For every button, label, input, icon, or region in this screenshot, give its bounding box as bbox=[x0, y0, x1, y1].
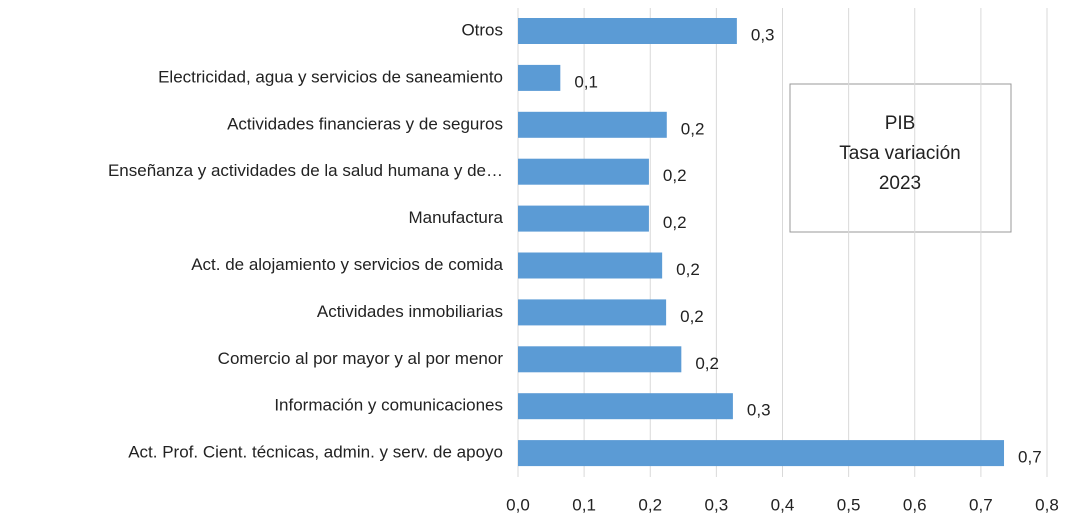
y-tick-label: Actividades financieras y de seguros bbox=[227, 114, 503, 133]
x-tick-label: 0,0 bbox=[506, 495, 530, 514]
bar bbox=[518, 346, 682, 373]
x-tick-label: 0,1 bbox=[572, 495, 596, 514]
data-label: 0,2 bbox=[695, 354, 719, 373]
data-label: 0,3 bbox=[747, 401, 771, 420]
data-label: 0,7 bbox=[1018, 448, 1042, 467]
y-tick-label: Enseñanza y actividades de la salud huma… bbox=[108, 161, 503, 180]
bar bbox=[518, 64, 561, 91]
bar bbox=[518, 252, 663, 279]
data-label: 0,2 bbox=[676, 260, 700, 279]
annotation: 2023 bbox=[879, 173, 921, 194]
x-tick-label: 0,6 bbox=[903, 495, 927, 514]
annotation: Tasa variación bbox=[839, 143, 960, 164]
data-label: 0,1 bbox=[574, 72, 598, 91]
bar bbox=[518, 111, 667, 138]
x-tick-label: 0,7 bbox=[969, 495, 993, 514]
x-tick-label: 0,4 bbox=[771, 495, 795, 514]
bar bbox=[518, 158, 649, 185]
annotation: PIB bbox=[885, 113, 916, 134]
bar bbox=[518, 393, 733, 420]
y-tick-label: Act. Prof. Cient. técnicas, admin. y ser… bbox=[128, 443, 503, 462]
data-label: 0,2 bbox=[663, 166, 687, 185]
y-tick-label: Act. de alojamiento y servicios de comid… bbox=[191, 255, 503, 274]
y-tick-label: Otros bbox=[461, 20, 503, 39]
data-label: 0,2 bbox=[663, 213, 687, 232]
y-tick-label: Manufactura bbox=[409, 208, 504, 227]
x-tick-label: 0,5 bbox=[837, 495, 861, 514]
annotation-box bbox=[789, 83, 1012, 233]
y-tick-label: Electricidad, agua y servicios de saneam… bbox=[158, 67, 503, 86]
bar bbox=[518, 205, 649, 232]
bar bbox=[518, 18, 737, 44]
data-label: 0,2 bbox=[681, 119, 705, 138]
data-label: 0,3 bbox=[751, 25, 775, 44]
y-tick-label: Comercio al por mayor y al por menor bbox=[218, 349, 504, 368]
x-tick-label: 0,2 bbox=[638, 495, 662, 514]
x-tick-label: 0,8 bbox=[1035, 495, 1059, 514]
bar bbox=[518, 299, 667, 326]
x-tick-label: 0,3 bbox=[705, 495, 729, 514]
y-tick-label: Información y comunicaciones bbox=[274, 396, 503, 415]
bar bbox=[518, 440, 1005, 467]
data-label: 0,2 bbox=[680, 307, 704, 326]
y-tick-label: Actividades inmobiliarias bbox=[317, 302, 503, 321]
